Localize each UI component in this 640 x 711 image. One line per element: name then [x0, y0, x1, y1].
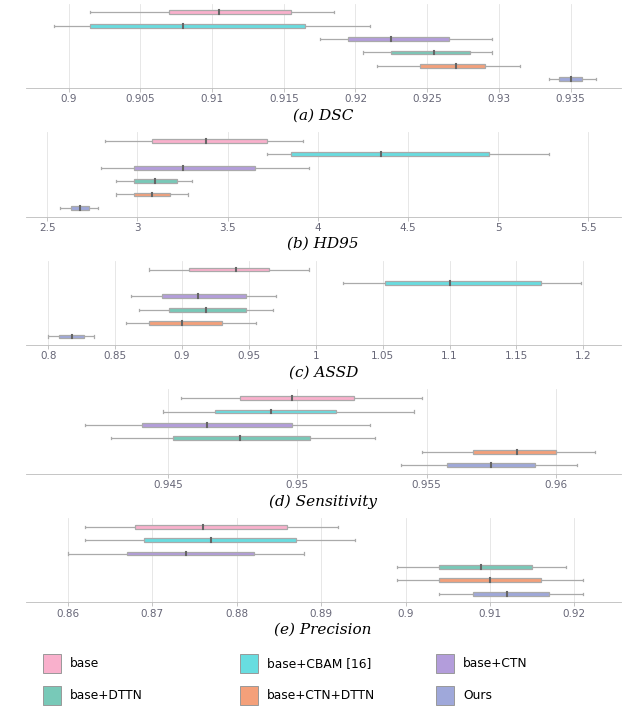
X-axis label: (e) Precision: (e) Precision — [275, 623, 372, 637]
Bar — [44, 685, 61, 705]
Text: base+CTN+DTTN: base+CTN+DTTN — [267, 689, 375, 702]
Bar — [144, 538, 296, 542]
Bar — [169, 11, 291, 14]
Bar — [162, 294, 246, 298]
Bar — [135, 525, 287, 529]
X-axis label: (a) DSC: (a) DSC — [293, 108, 353, 122]
Bar — [44, 654, 61, 673]
Bar — [447, 464, 536, 467]
Text: base: base — [70, 657, 99, 670]
Bar — [240, 654, 258, 673]
X-axis label: (d) Sensitivity: (d) Sensitivity — [269, 494, 377, 508]
Bar — [348, 37, 449, 41]
Bar — [559, 77, 582, 81]
Bar — [436, 685, 454, 705]
Bar — [473, 592, 549, 596]
Bar — [385, 281, 541, 285]
Bar — [291, 152, 489, 156]
X-axis label: (b) HD95: (b) HD95 — [287, 237, 359, 251]
Bar — [70, 206, 89, 210]
Bar — [189, 267, 269, 272]
Bar — [241, 396, 355, 400]
Text: Ours: Ours — [463, 689, 492, 702]
Bar — [474, 450, 556, 454]
Text: base+CTN: base+CTN — [463, 657, 528, 670]
Bar — [134, 179, 177, 183]
Bar — [173, 437, 310, 440]
Bar — [127, 552, 253, 555]
Bar — [134, 193, 170, 196]
Bar — [169, 308, 246, 311]
Bar — [90, 23, 305, 28]
Bar — [214, 410, 336, 413]
Bar — [391, 50, 470, 54]
Text: base+DTTN: base+DTTN — [70, 689, 143, 702]
Bar — [152, 139, 268, 143]
Bar — [436, 654, 454, 673]
X-axis label: (c) ASSD: (c) ASSD — [289, 365, 358, 380]
Text: base+CBAM [16]: base+CBAM [16] — [267, 657, 371, 670]
Bar — [134, 166, 255, 169]
Bar — [439, 565, 532, 569]
Bar — [59, 335, 84, 338]
Bar — [240, 685, 258, 705]
Bar — [439, 579, 541, 582]
Bar — [142, 423, 292, 427]
Bar — [148, 321, 222, 325]
Bar — [420, 64, 484, 68]
